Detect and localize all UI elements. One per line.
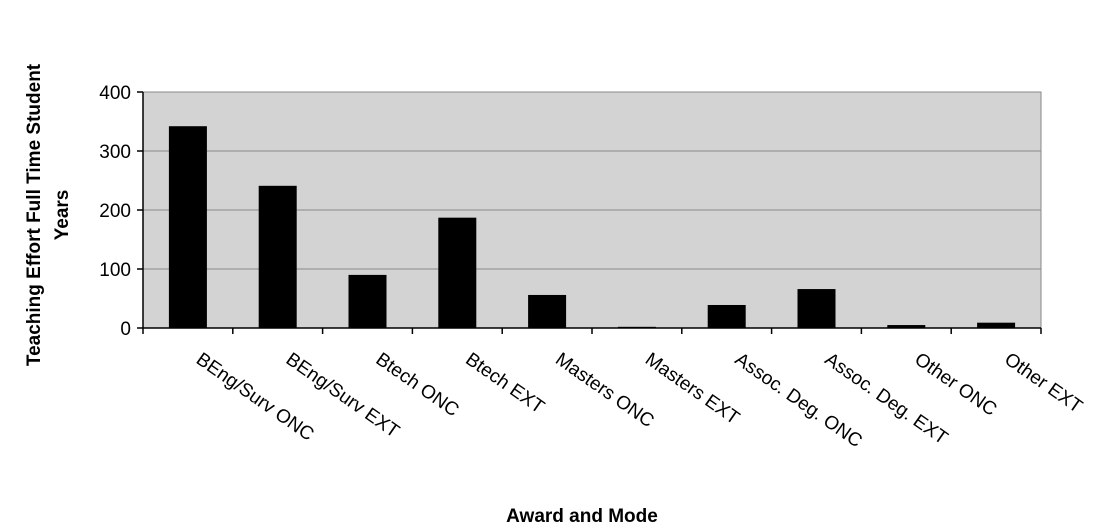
bars — [168, 126, 1016, 328]
x-tick-marks — [142, 328, 1042, 334]
bar — [797, 289, 836, 328]
y-axis-title-line-1: Teaching Effort Full Time Student — [24, 63, 45, 366]
x-tick-label: Masters ONC — [551, 349, 657, 432]
bar — [528, 294, 567, 328]
x-tick-label: Btech EXT — [462, 349, 549, 419]
bar — [887, 325, 926, 328]
bar — [438, 217, 477, 328]
bar — [348, 274, 387, 328]
y-tick-labels: 0 100 200 300 400 — [99, 83, 143, 340]
x-axis-title: Award and Mode — [506, 506, 658, 527]
bar — [977, 322, 1016, 328]
bar — [168, 126, 207, 328]
y-tick-label: 300 — [99, 142, 131, 163]
y-tick-label: 400 — [99, 83, 131, 104]
bar — [258, 185, 297, 328]
x-tick-label: Other EXT — [1000, 349, 1086, 418]
x-tick-label: Masters EXT — [641, 349, 743, 429]
x-tick-label: Other ONC — [911, 349, 1001, 421]
y-tick-label: 200 — [99, 201, 131, 222]
bar — [707, 304, 746, 328]
x-tick-label: Btech ONC — [372, 349, 463, 421]
y-tick-label: 100 — [99, 260, 131, 281]
y-tick-label: 0 — [120, 319, 131, 340]
y-axis-title-line-2: Years — [52, 190, 73, 241]
y-axis-title: Teaching Effort Full Time Student Years — [24, 63, 73, 366]
